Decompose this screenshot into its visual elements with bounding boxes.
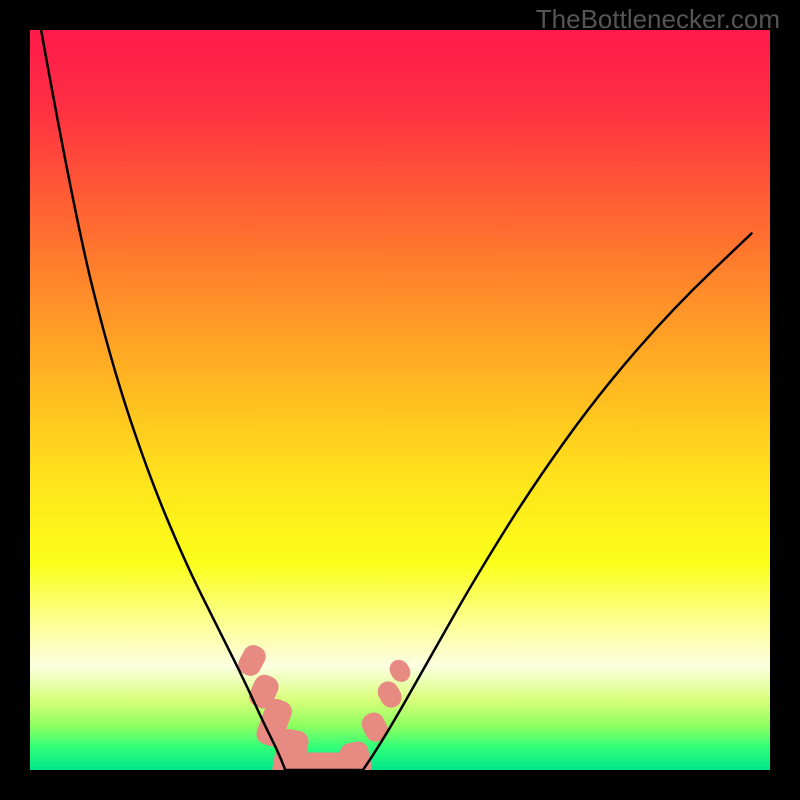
stage: TheBottlenecker.com [0, 0, 800, 800]
watermark-text: TheBottlenecker.com [536, 4, 780, 35]
gradient-background [30, 30, 770, 770]
plot-svg [0, 0, 800, 800]
